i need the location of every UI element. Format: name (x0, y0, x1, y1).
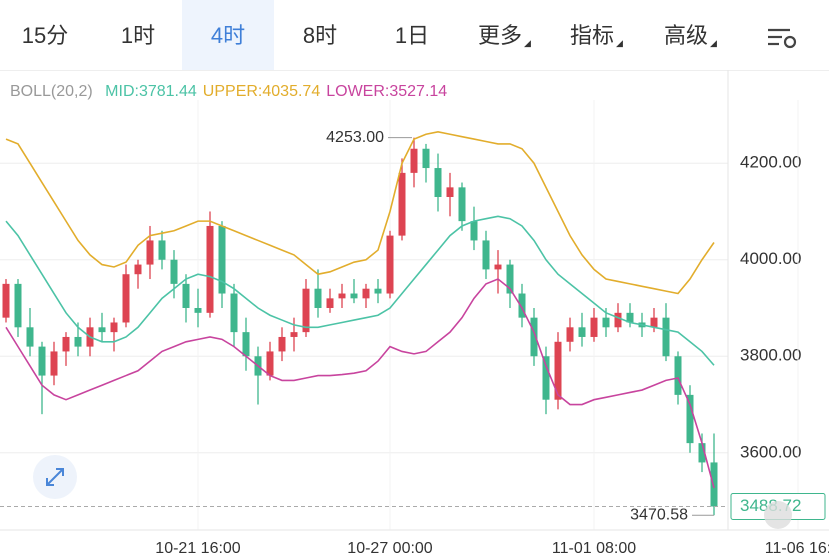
candle-body (242, 332, 250, 357)
x-tick-label: 10-27 00:00 (347, 540, 433, 557)
candle-body (566, 327, 574, 342)
candle-body (710, 462, 718, 507)
candle-body (338, 293, 346, 299)
candle-body (614, 312, 622, 328)
candle-body (554, 341, 562, 400)
candle-body (590, 317, 598, 337)
candle-body (302, 288, 310, 333)
candle-body (422, 148, 430, 169)
candle-body (38, 346, 46, 376)
candle-body (218, 225, 226, 294)
candle-body (494, 264, 502, 270)
candle-body (14, 283, 22, 328)
candle-body (626, 312, 634, 323)
candle-body (674, 356, 682, 395)
legend-name: UPPER: (203, 83, 263, 100)
candle-body (662, 317, 670, 357)
legend-value: 3527.14 (389, 83, 447, 100)
candle-body (290, 332, 298, 337)
indicator-name: BOLL(20,2) (10, 83, 93, 100)
candle-body (74, 336, 82, 347)
candle-body (482, 240, 490, 270)
candle-body (98, 327, 106, 333)
candle-body (458, 187, 466, 222)
band-line (5, 215, 715, 366)
candle-body (578, 327, 586, 337)
candle-body (134, 264, 142, 275)
candle-body (518, 293, 526, 318)
candle-body (410, 148, 418, 173)
legend-value: 3781.44 (139, 83, 197, 100)
candle-body (350, 293, 358, 299)
candle-body (506, 264, 514, 294)
candle-body (110, 322, 118, 333)
candle-body (146, 240, 154, 265)
dropdown-arrow: ◢ (616, 38, 623, 48)
settings-icon[interactable] (768, 28, 797, 49)
legend: BOLL(20,2) MID:3781.44 UPPER:4035.74 LOWER… (10, 83, 447, 100)
dropdown-arrow: ◢ (710, 38, 717, 48)
candle-body (650, 317, 658, 328)
candle-body (62, 336, 70, 352)
candle-body (194, 308, 202, 313)
candle-body (602, 317, 610, 328)
tab[interactable]: 4时 (182, 0, 274, 70)
candle-body (374, 288, 382, 294)
tab[interactable]: 1时 (120, 23, 156, 48)
x-tick-label: 10-21 16:00 (155, 540, 241, 557)
band-line (5, 278, 715, 489)
y-tick-label: 4200.00 (740, 153, 801, 172)
k-icon (764, 501, 792, 529)
candle-body (314, 288, 322, 309)
candle-body (530, 317, 538, 357)
candle-body (206, 225, 214, 313)
candle-body (158, 240, 166, 260)
low-label: 3470.58 (630, 506, 688, 523)
band-line (5, 131, 715, 295)
y-tick-label: 4000.00 (740, 249, 801, 268)
legend-name: MID: (105, 83, 139, 100)
candle-body (170, 259, 178, 284)
candle-body (470, 221, 478, 241)
tab[interactable]: 15分 (21, 23, 69, 48)
candle-body (542, 356, 550, 400)
x-tick-label: 11-06 16: (765, 540, 829, 557)
tab[interactable]: 1日 (394, 23, 430, 48)
candle-body (182, 283, 190, 309)
candle-body (278, 336, 286, 352)
legend-name: LOWER: (326, 83, 389, 100)
y-tick-label: 3600.00 (740, 442, 801, 461)
legend-value: 4035.74 (262, 83, 320, 100)
candle-body (698, 443, 706, 463)
tab[interactable]: 8时 (302, 23, 338, 48)
candle-body (398, 172, 406, 236)
tab[interactable]: 指标 (569, 23, 614, 48)
candle-body (266, 351, 274, 376)
candle-body (434, 168, 442, 198)
candle-body (26, 327, 34, 347)
dropdown-arrow: ◢ (524, 38, 531, 48)
tab[interactable]: 更多 (477, 23, 522, 48)
expand-icon[interactable] (33, 455, 77, 499)
candle-body (230, 293, 238, 333)
candle-body (362, 288, 370, 299)
candle-body (386, 235, 394, 294)
tab[interactable]: 高级 (663, 23, 708, 48)
x-tick-label: 11-01 08:00 (552, 540, 636, 557)
candle-body (122, 274, 130, 323)
candle-body (2, 283, 10, 318)
candle-body (50, 351, 58, 376)
tab-bar: 15分 1时 4时 8时 1日 更多 ◢ 指标 ◢ 高级 ◢ (0, 0, 829, 71)
y-tick-label: 3800.00 (740, 346, 801, 365)
high-label: 4253.00 (326, 129, 384, 146)
candle-body (686, 394, 694, 444)
candle-body (326, 298, 334, 309)
candle-body (446, 187, 454, 198)
